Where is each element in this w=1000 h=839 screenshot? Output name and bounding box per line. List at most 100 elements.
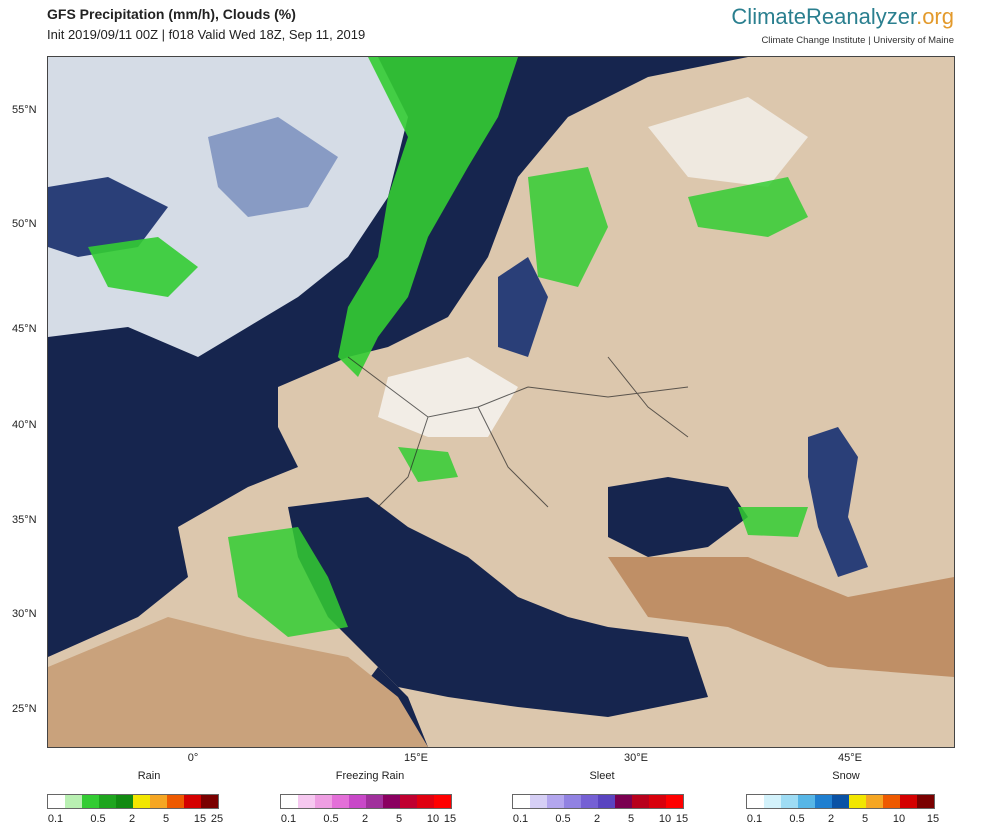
- legend-swatch: [849, 795, 866, 808]
- legend-tick-label: 0.5: [323, 813, 339, 825]
- map-subtitle: Init 2019/09/11 00Z | f018 Valid Wed 18Z…: [47, 27, 366, 42]
- legend-sleet-swatches: [512, 794, 684, 809]
- legend-swatch: [666, 795, 683, 808]
- legend-swatch: [513, 795, 530, 808]
- legend-tick-label: 0.1: [280, 813, 297, 825]
- brand-part-climate: Climate: [731, 4, 806, 29]
- legend-freezing-rain-title: Freezing Rain: [335, 770, 405, 782]
- legend-tick-label: 5: [861, 813, 869, 825]
- legend-swatch: [400, 795, 417, 808]
- legend-swatch: [866, 795, 883, 808]
- legend-swatch: [547, 795, 564, 808]
- sahara-desert: [48, 617, 428, 747]
- russia-clouds: [648, 97, 808, 187]
- legend-swatch: [65, 795, 82, 808]
- brand-part-org: .org: [916, 4, 954, 29]
- brand-subtitle: Climate Change Institute | University of…: [761, 35, 954, 46]
- legend-swatch: [917, 795, 934, 808]
- legend-swatch: [598, 795, 615, 808]
- rain-atlantic-patch: [88, 237, 198, 297]
- legend-tick-label: 5: [627, 813, 635, 825]
- anatolia-land: [608, 557, 954, 677]
- black-sea: [608, 477, 748, 557]
- legend-swatch: [417, 795, 434, 808]
- legend-tick-label: 2: [827, 813, 835, 825]
- legend-tick-label: 0.5: [555, 813, 571, 825]
- legend-swatch: [349, 795, 366, 808]
- lat-label-25n: 25°N: [12, 703, 37, 715]
- lat-label-55n: 55°N: [12, 104, 37, 116]
- legend-swatch: [332, 795, 349, 808]
- legend-tick-label: 10: [892, 813, 906, 825]
- legend-tick-label: 0.1: [47, 813, 64, 825]
- lat-label-50n: 50°N: [12, 218, 37, 230]
- legend-tick-label: 15: [193, 813, 207, 825]
- legend-tick-label: 2: [361, 813, 369, 825]
- legend-tick-label: 0.5: [789, 813, 805, 825]
- legend-tick-label: 15: [443, 813, 457, 825]
- legend-sleet-title: Sleet: [589, 770, 615, 782]
- atlantic-cloud-gap: [48, 177, 168, 257]
- atlantic-cloud-gap-2: [208, 117, 338, 217]
- precipitation-map[interactable]: [47, 56, 955, 748]
- legend-swatch: [798, 795, 815, 808]
- legend-snow-swatches: [746, 794, 935, 809]
- legend-swatch: [649, 795, 666, 808]
- rain-scandinavia: [528, 167, 608, 287]
- legend-tick-label: 0.5: [90, 813, 106, 825]
- legend-tick-label: 2: [593, 813, 601, 825]
- legend-tick-label: 15: [926, 813, 940, 825]
- legend-tick-label: 5: [395, 813, 403, 825]
- lat-label-35n: 35°N: [12, 514, 37, 526]
- legend-tick-label: 0.1: [746, 813, 763, 825]
- legend-swatch: [883, 795, 900, 808]
- rain-band-norway: [338, 57, 518, 377]
- legend-swatch: [632, 795, 649, 808]
- baltic-sea: [498, 257, 548, 357]
- legend-swatch: [133, 795, 150, 808]
- legend-swatch: [366, 795, 383, 808]
- lat-label-40n: 40°N: [12, 419, 37, 431]
- legend-swatch: [764, 795, 781, 808]
- legend-swatch: [781, 795, 798, 808]
- legend-swatch: [530, 795, 547, 808]
- lat-label-30n: 30°N: [12, 608, 37, 620]
- legend-swatch: [383, 795, 400, 808]
- legend-swatch: [900, 795, 917, 808]
- legend-freezing-rain-swatches: [280, 794, 452, 809]
- legend-swatch: [815, 795, 832, 808]
- legend-swatch: [747, 795, 764, 808]
- map-canvas: [48, 57, 954, 747]
- lon-label-15e: 15°E: [404, 752, 428, 764]
- legend-swatch: [298, 795, 315, 808]
- legend-swatch: [116, 795, 133, 808]
- legend-swatch: [184, 795, 201, 808]
- lat-label-45n: 45°N: [12, 323, 37, 335]
- map-title: GFS Precipitation (mm/h), Clouds (%): [47, 6, 296, 22]
- legend-swatch: [82, 795, 99, 808]
- legend-swatch: [150, 795, 167, 808]
- legend-snow-title: Snow: [832, 770, 860, 782]
- legend-swatch: [581, 795, 598, 808]
- mediterranean-sea: [288, 497, 708, 717]
- legend-swatch: [48, 795, 65, 808]
- legend-swatch: [99, 795, 116, 808]
- legend-tick-label: 2: [128, 813, 136, 825]
- legend-swatch: [315, 795, 332, 808]
- climate-reanalyzer-logo[interactable]: ClimateReanalyzer.org: [731, 4, 954, 30]
- rain-russia: [688, 177, 808, 237]
- legend-tick-label: 5: [162, 813, 170, 825]
- legend-rain-title: Rain: [137, 770, 161, 782]
- brand-part-reanalyzer: Reanalyzer: [806, 4, 917, 29]
- legend-swatch: [615, 795, 632, 808]
- legend-tick-label: 10: [426, 813, 440, 825]
- lon-label-0: 0°: [187, 752, 199, 764]
- rain-caucasus: [738, 507, 808, 537]
- legend-rain-swatches: [47, 794, 219, 809]
- legend-tick-label: 10: [658, 813, 672, 825]
- rain-alps: [398, 447, 458, 482]
- legend-swatch: [281, 795, 298, 808]
- lon-label-30e: 30°E: [624, 752, 648, 764]
- legend-tick-label: 15: [675, 813, 689, 825]
- legend-swatch: [434, 795, 451, 808]
